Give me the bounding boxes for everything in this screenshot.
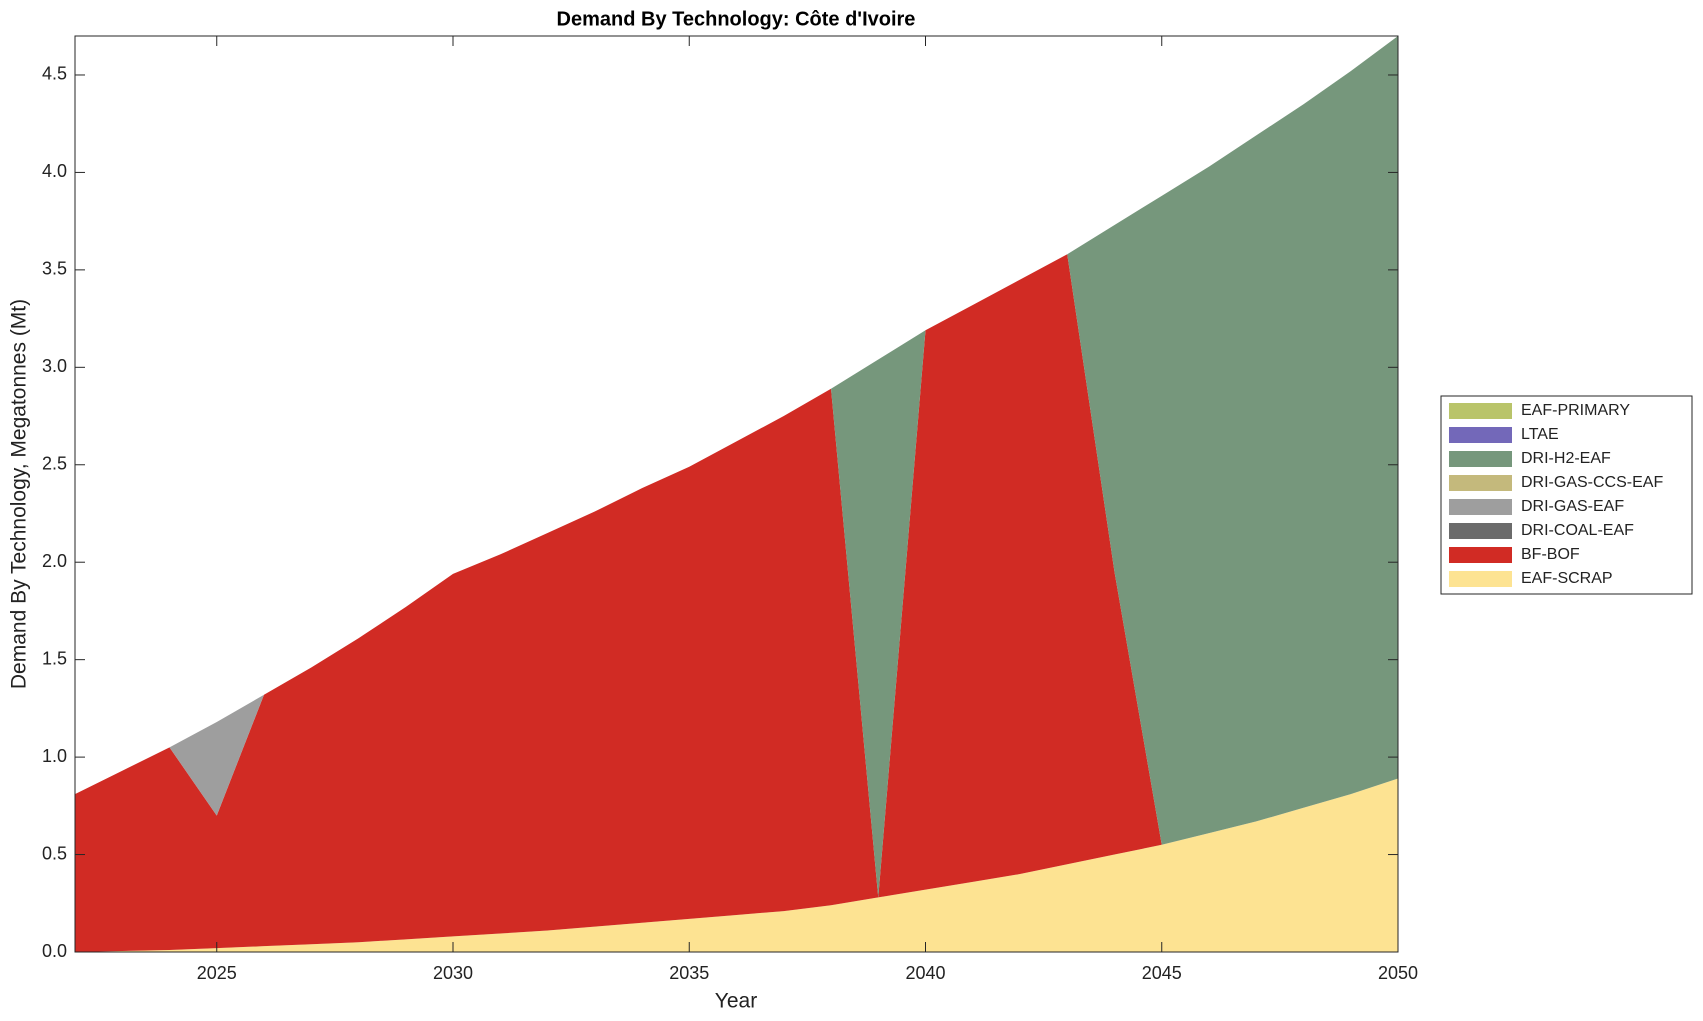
x-tick-label: 2045 — [1142, 963, 1182, 983]
y-tick-label: 1.5 — [42, 648, 67, 668]
legend-box — [1440, 395, 1693, 595]
x-tick-label: 2035 — [669, 963, 709, 983]
y-axis-label: Demand By Technology, Megatonnes (Mt) — [8, 299, 31, 689]
legend-swatch — [1449, 451, 1512, 467]
legend-swatch — [1449, 475, 1512, 491]
y-tick-label: 3.5 — [42, 259, 67, 279]
y-tick-label: 1.0 — [42, 746, 67, 766]
y-tick-label: 4.0 — [42, 161, 67, 181]
x-axis-label: Year — [715, 990, 757, 1013]
y-tick-label: 3.0 — [42, 356, 67, 376]
legend-swatch — [1449, 571, 1512, 587]
y-tick-label: 0.5 — [42, 843, 67, 863]
x-tick-label: 2050 — [1378, 963, 1418, 983]
legend-swatch — [1449, 523, 1512, 539]
plot-frame — [74, 35, 1399, 953]
legend-label: EAF-SCRAP — [1521, 570, 1613, 587]
x-tick-label: 2040 — [905, 963, 945, 983]
legend: EAF-PRIMARY LTAE DRI-H2-EAF DRI-GAS-CCS-EAF… — [1440, 395, 1693, 595]
y-tick-label: 4.5 — [42, 64, 67, 84]
legend-label: LTAE — [1521, 426, 1559, 443]
legend-label: DRI-GAS-CCS-EAF — [1521, 474, 1663, 491]
legend-label: BF-BOF — [1521, 546, 1580, 563]
legend-label: DRI-GAS-EAF — [1521, 498, 1624, 515]
legend-swatch — [1449, 499, 1512, 515]
y-tick-label: 0.0 — [42, 941, 67, 961]
legend-label: DRI-H2-EAF — [1521, 450, 1611, 467]
area — [75, 36, 1398, 898]
chart-title: Demand By Technology: Côte d'Ivoire — [557, 8, 916, 30]
y-tick-label: 2.0 — [42, 551, 67, 571]
area — [75, 778, 1398, 952]
y-tick-label: 2.5 — [42, 454, 67, 474]
legend-swatch — [1449, 427, 1512, 443]
x-tick-label: 2030 — [433, 963, 473, 983]
legend-swatch — [1449, 403, 1512, 419]
x-tick-label: 2025 — [197, 963, 237, 983]
legend-swatch — [1449, 547, 1512, 563]
area — [75, 254, 1398, 952]
legend-label: DRI-COAL-EAF — [1521, 522, 1634, 539]
legend-label: EAF-PRIMARY — [1521, 402, 1630, 419]
